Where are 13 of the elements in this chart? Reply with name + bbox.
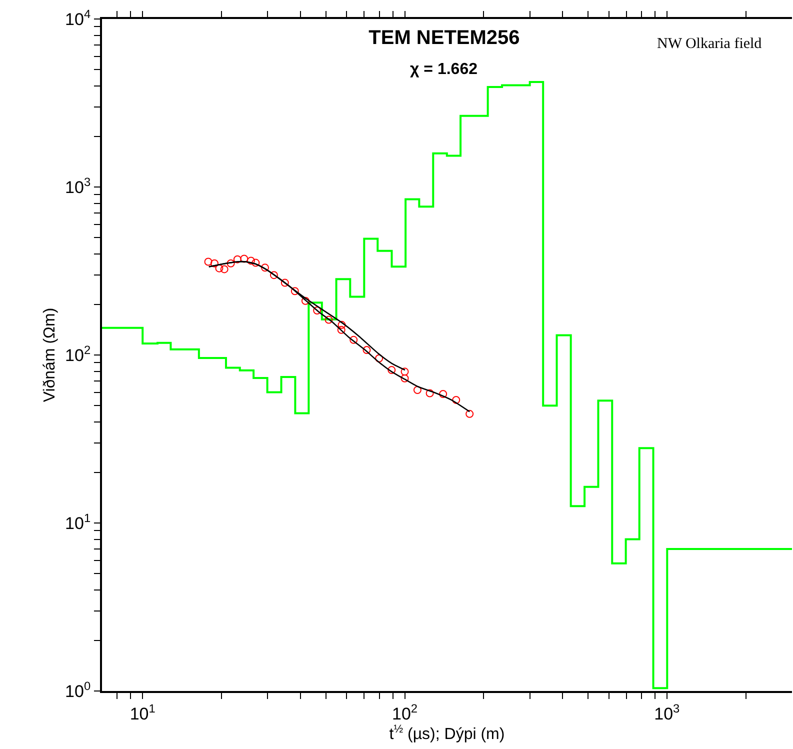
- y-tick-label: 10$^{1}$: [65, 510, 91, 533]
- annotation: NW Olkaria field: [657, 36, 762, 52]
- y-tick-label: 10$^{2}$: [65, 342, 91, 365]
- y-tick-label: 10$^{0}$: [65, 678, 91, 701]
- y-tick-label: 10$^{4}$: [65, 6, 91, 29]
- text: χ = 1.662: [410, 61, 478, 78]
- x-axis-title: t$^{½}$ (µs); Dýpi (m): [389, 723, 505, 744]
- y-axis-title: Viðnám (Ωm): [41, 308, 58, 402]
- chart-title: TEM NETEM256: [368, 27, 520, 49]
- x-tick-label: 10$^{2}$: [392, 701, 418, 724]
- y-tick-label: 10$^{3}$: [65, 174, 91, 197]
- x-tick-label: 10$^{3}$: [654, 701, 680, 724]
- x-tick-label: 10$^{1}$: [130, 701, 156, 724]
